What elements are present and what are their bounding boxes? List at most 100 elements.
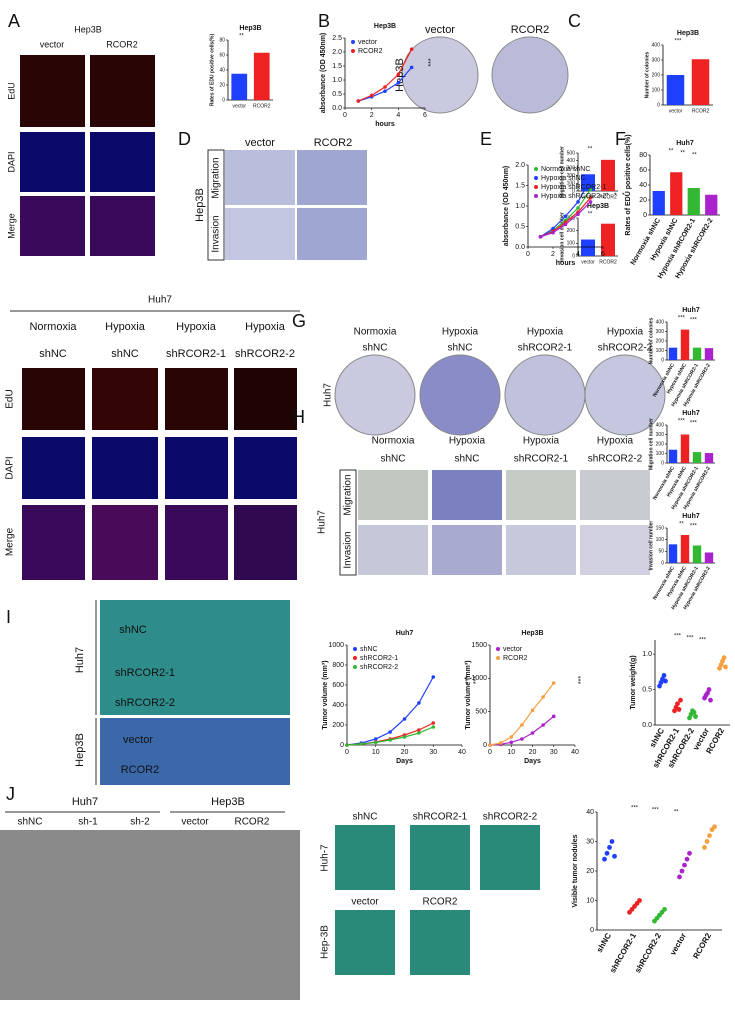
y-tick-label: 20 (219, 82, 225, 88)
x-axis-label: Days (524, 758, 541, 765)
y-tick-label: 0 (657, 102, 660, 108)
series-line (489, 682, 555, 746)
bar (666, 75, 685, 105)
y-axis-label: Tumor weight(g) (630, 655, 637, 709)
chart-title: Hep3B (239, 25, 261, 32)
legend-marker (353, 647, 357, 651)
y-tick-label: 150 (656, 525, 665, 531)
bar (687, 188, 700, 215)
y-tick-label: 500 (475, 709, 487, 716)
panel-letter: J (6, 784, 15, 804)
label: EdU (5, 389, 16, 408)
x-tick-label: RCOR2 (692, 108, 710, 114)
y-tick-label: 400 (656, 319, 665, 325)
y-tick-label: 1.0 (332, 77, 342, 84)
bar (692, 452, 702, 463)
y-tick-label: 100 (656, 348, 665, 354)
y-tick-label: 1.0 (515, 203, 525, 210)
x-tick-label: 10 (372, 749, 380, 756)
legend-marker (353, 656, 357, 660)
label: vector (123, 734, 153, 746)
label: shRCOR2-2 (115, 697, 175, 709)
y-tick-label: 200 (567, 228, 576, 234)
x-tick-label: RCOR2 (253, 103, 271, 109)
x-tick-label: vector (668, 932, 688, 957)
y-tick-label: 100 (656, 537, 665, 543)
y-tick-label: 400 (567, 158, 576, 164)
x-tick-label: 0 (526, 251, 530, 258)
marker (373, 737, 378, 741)
label: Hep3B (194, 188, 206, 222)
label: vector (245, 137, 275, 149)
y-tick-label: 2.0 (515, 162, 525, 169)
legend-marker (534, 194, 538, 198)
point (607, 845, 612, 850)
x-tick-label: 0 (343, 112, 347, 119)
marker (551, 230, 555, 235)
y-tick-label: 0 (483, 742, 487, 749)
chart-title: Hep3B (677, 30, 699, 37)
panel-letter: G (292, 311, 306, 331)
panel-letter: E (480, 129, 492, 149)
annotation: *** (631, 806, 639, 812)
panel-letter: I (6, 607, 11, 627)
point (721, 655, 727, 661)
y-axis-label: Invasion cell number (648, 521, 654, 571)
x-tick-label: 6 (601, 251, 605, 258)
marker (541, 723, 545, 727)
label: vector (181, 817, 209, 828)
y-tick-label: 1.5 (332, 63, 342, 70)
label: shRCOR2-1 (115, 667, 175, 679)
y-tick-label: 1500 (471, 642, 487, 649)
legend-marker (534, 167, 538, 171)
point (704, 839, 710, 844)
label: Hep-3B (320, 925, 331, 959)
legend-marker (351, 40, 355, 44)
chart-title: Huh7 (682, 513, 700, 520)
bar (253, 52, 270, 100)
chart-title: Hep3B (521, 630, 543, 637)
y-tick-label: 400 (656, 422, 665, 428)
y-tick-label: 200 (567, 173, 576, 179)
y-tick-label: 0.5 (332, 91, 342, 98)
annotation: *** (690, 318, 698, 324)
label: Hypoxia (527, 327, 564, 338)
y-tick-label: 1.5 (515, 182, 525, 189)
label: DAPI (6, 151, 16, 172)
y-axis-label: Number of colonies (644, 51, 650, 98)
marker (383, 89, 387, 93)
point (687, 850, 692, 856)
annotation: *** (578, 676, 585, 684)
bar (692, 347, 702, 360)
y-axis-label: Visible tumor nodules (572, 834, 579, 907)
panel-i-photo (95, 600, 290, 785)
y-tick-label: 2.5 (332, 35, 342, 42)
marker (576, 212, 580, 216)
panel-j-images (0, 811, 540, 1000)
bar (691, 59, 710, 105)
x-tick-label: 40 (571, 749, 579, 756)
annotation: *** (652, 808, 660, 814)
label: Normoxia (354, 327, 397, 338)
label: Hypoxia (449, 436, 486, 447)
point (693, 714, 698, 719)
bar (704, 453, 714, 463)
y-tick-label: 300 (567, 166, 576, 172)
label: Huh7 (317, 510, 328, 534)
label: Hypoxia (597, 436, 634, 447)
y-tick-label: 1000 (471, 675, 487, 682)
label: sh-1 (78, 817, 98, 828)
y-axis-label: Tumor volume (mm³) (322, 660, 329, 729)
label: Normoxia (372, 436, 415, 447)
point (663, 678, 668, 684)
annotation: ** (669, 149, 674, 155)
annotation: * (614, 192, 621, 195)
y-tick-label: 100 (567, 241, 576, 247)
y-axis-label: Rates of EDU positive cells(%) (209, 34, 215, 107)
panel-c-dishes (401, 36, 569, 114)
y-tick-label: 80 (639, 152, 647, 159)
marker (417, 728, 421, 732)
y-tick-label: 20 (639, 197, 647, 204)
marker (588, 177, 593, 182)
